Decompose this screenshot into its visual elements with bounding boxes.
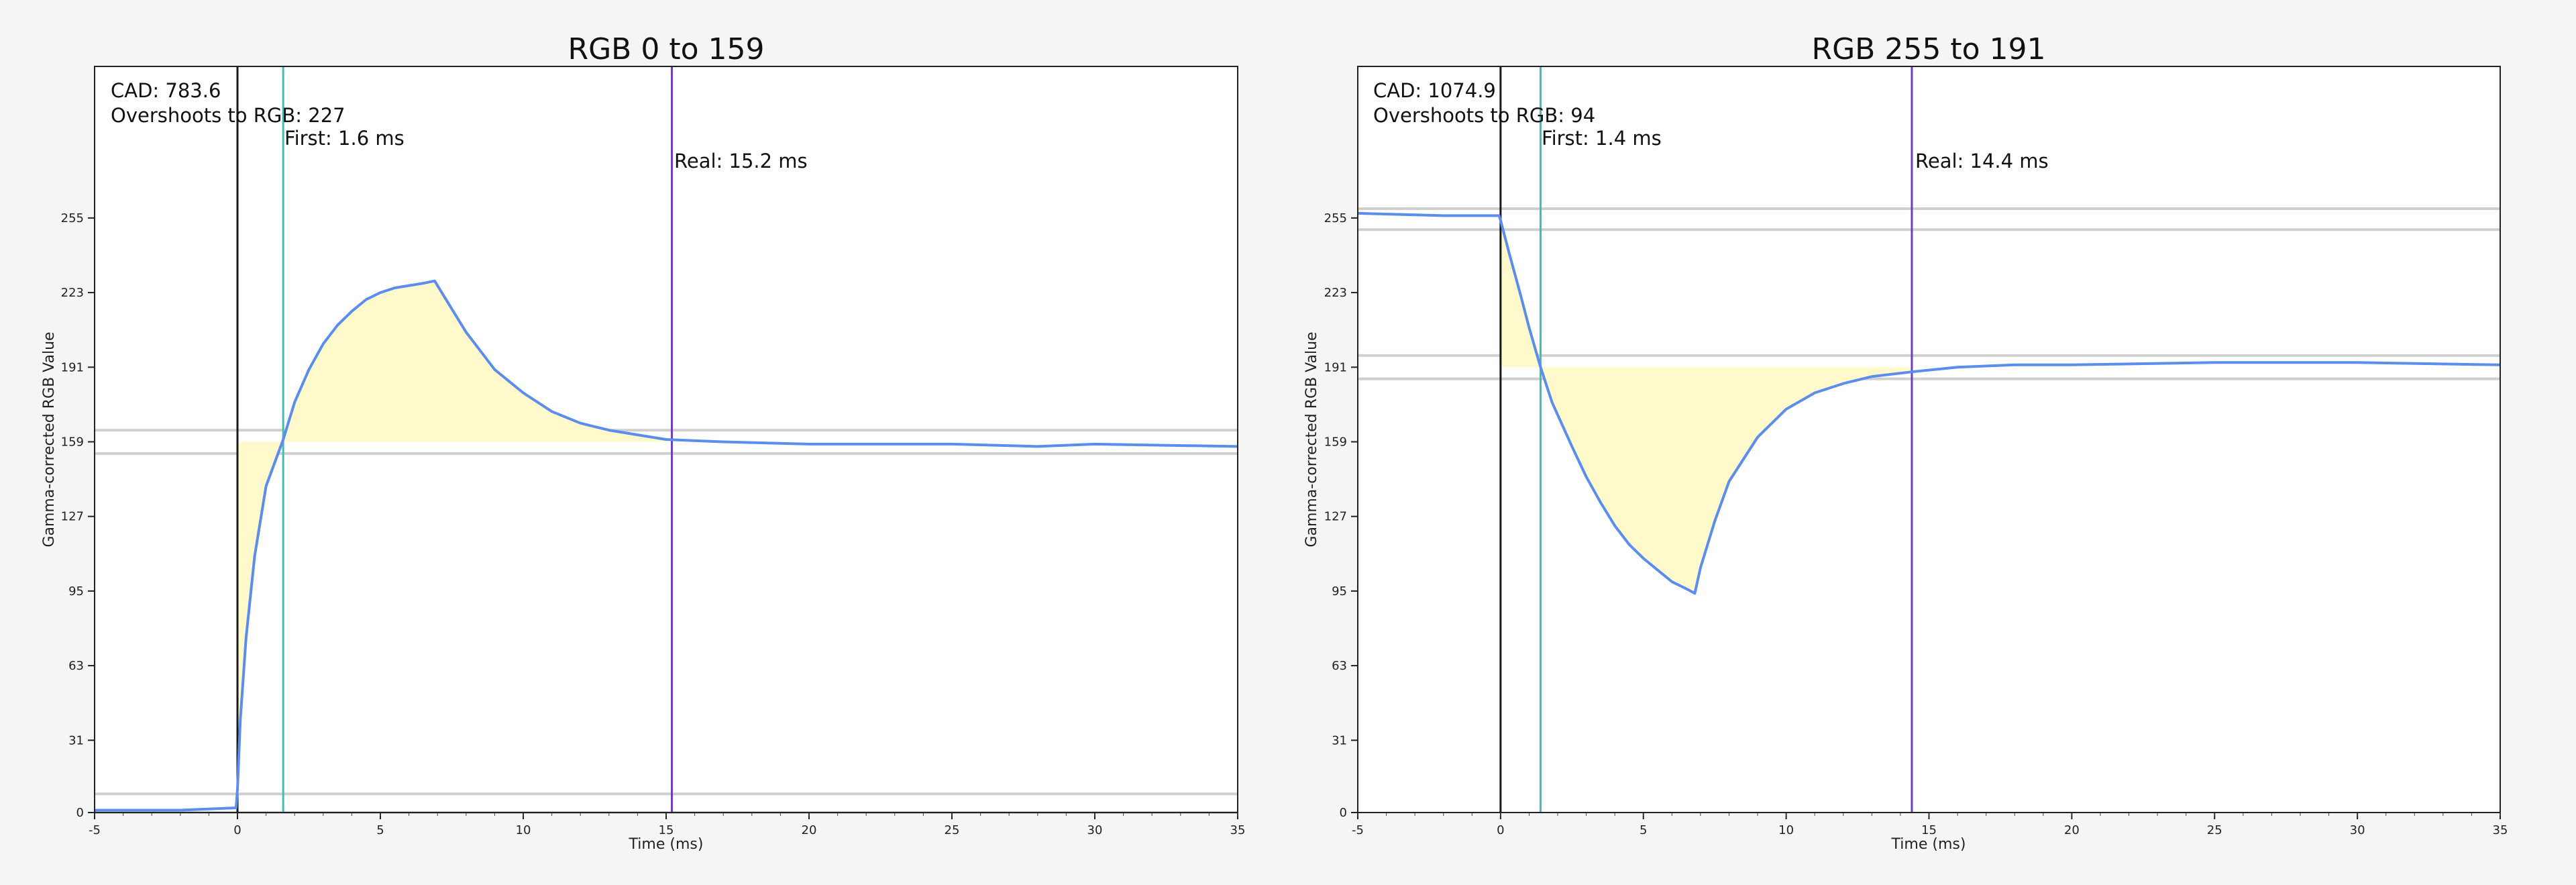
cad-annotation: CAD: 1074.9 xyxy=(1373,79,1496,102)
x-tick-label: 25 xyxy=(945,823,960,837)
y-tick-label: 223 xyxy=(61,286,84,300)
y-tick-label: 95 xyxy=(1332,584,1347,598)
response-area-fill xyxy=(1500,220,1912,594)
x-tick-label: 15 xyxy=(1921,823,1937,837)
x-tick-label: 15 xyxy=(659,823,674,837)
y-tick-label: 191 xyxy=(1324,360,1347,374)
x-tick-label: 10 xyxy=(516,823,531,837)
y-tick-label: 31 xyxy=(1332,733,1347,747)
y-tick-label: 63 xyxy=(68,659,84,673)
overshoot-annotation: Overshoots to RGB: 227 xyxy=(111,104,345,127)
y-tick-label: 127 xyxy=(1324,510,1347,524)
response-curve xyxy=(95,279,1238,812)
x-tick-label: 5 xyxy=(1640,823,1647,837)
plot-frame xyxy=(1357,66,2501,813)
first-response-annotation: First: 1.4 ms xyxy=(1542,127,1662,150)
y-tick-label: 159 xyxy=(1324,435,1347,449)
x-tick-label: 5 xyxy=(376,823,384,837)
y-tick-label: 223 xyxy=(1324,286,1347,300)
y-tick-label: 31 xyxy=(68,733,84,747)
x-tick-label: 20 xyxy=(802,823,817,837)
chart-title: RGB 0 to 159 xyxy=(568,32,765,66)
y-axis-label: Gamma-corrected RGB Value xyxy=(41,331,58,547)
x-tick-label: 0 xyxy=(233,823,241,837)
x-tick-label: 35 xyxy=(2493,823,2508,837)
x-tick-label: 30 xyxy=(2350,823,2365,837)
chart-title: RGB 255 to 191 xyxy=(1812,32,2046,66)
x-tick-label: 10 xyxy=(1778,823,1794,837)
y-tick-label: 255 xyxy=(1324,211,1347,225)
overshoot-annotation: Overshoots to RGB: 94 xyxy=(1373,104,1595,127)
y-tick-label: 159 xyxy=(61,435,84,449)
chart-left: RGB 0 to 159 -5 0 5 10 15 20 25 30 35 0 31 63 95 127 1… xyxy=(41,32,1245,853)
x-tick-label: -5 xyxy=(89,823,101,837)
y-tick-label: 0 xyxy=(76,806,84,820)
first-response-annotation: First: 1.6 ms xyxy=(284,127,405,150)
x-tick-label: 25 xyxy=(2207,823,2222,837)
cad-annotation: CAD: 783.6 xyxy=(111,79,221,102)
plot-background xyxy=(1358,66,2500,813)
x-tick-label: 0 xyxy=(1497,823,1504,837)
x-tick-label: -5 xyxy=(1352,823,1364,837)
y-tick-label: 255 xyxy=(61,211,84,225)
y-tick-label: 127 xyxy=(61,510,84,524)
plot-area: -5 0 5 10 15 20 25 30 35 0 31 63 95 127 159 191 223 255 xyxy=(61,66,1246,837)
x-tick-label: 35 xyxy=(1230,823,1246,837)
x-tick-label: 20 xyxy=(2064,823,2080,837)
x-tick-label: 30 xyxy=(1087,823,1103,837)
y-tick-label: 191 xyxy=(61,360,84,374)
y-axis-label: Gamma-corrected RGB Value xyxy=(1303,331,1320,547)
y-tick-label: 63 xyxy=(1332,659,1347,673)
y-tick-label: 95 xyxy=(68,584,84,598)
plot-frame xyxy=(94,66,1238,813)
plot-area: -5 0 5 10 15 20 25 30 35 0 31 63 95 127 159 191 223 255 xyxy=(1324,66,2508,837)
response-curve xyxy=(1357,211,2501,595)
x-axis-label: Time (ms) xyxy=(629,836,704,853)
real-response-annotation: Real: 14.4 ms xyxy=(1915,150,2049,172)
x-axis-label: Time (ms) xyxy=(1891,836,1966,853)
chart-right: RGB 255 to 191 -5 0 5 10 15 20 25 30 35 0 31 63 95 12… xyxy=(1303,32,2508,853)
y-tick-label: 0 xyxy=(1340,806,1347,820)
response-area-fill xyxy=(237,280,666,790)
real-response-annotation: Real: 15.2 ms xyxy=(674,150,808,172)
